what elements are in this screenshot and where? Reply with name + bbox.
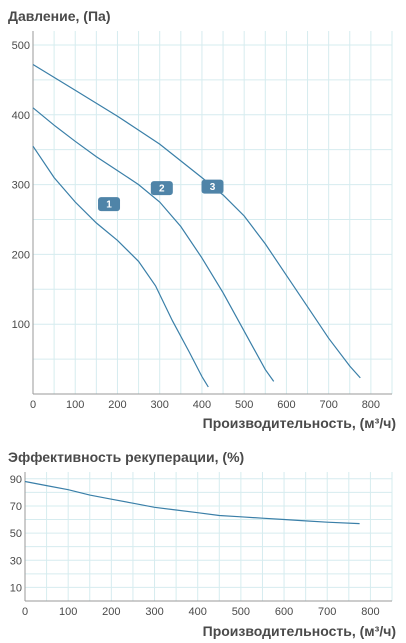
efficiency-x-tick-label: 400	[189, 606, 207, 618]
efficiency-x-tick-label: 300	[145, 606, 163, 618]
efficiency-chart-ticks: 0 100 200 300 400 500 600 700 800 10 30 50 70 90	[10, 474, 380, 618]
pressure-x-tick-label: 600	[277, 399, 295, 411]
pressure-x-tick-label: 500	[235, 399, 253, 411]
pressure-series-line-1	[32, 145, 209, 388]
efficiency-chart-xlabel: Производительность, (м³/ч)	[203, 623, 396, 639]
efficiency-x-tick-label: 800	[361, 606, 379, 618]
pressure-chart: Давление, (Па) 0 100 200 300 400 500 600 700 800…	[8, 8, 396, 431]
efficiency-x-tick-label: 500	[232, 606, 250, 618]
efficiency-y-tick-label: 70	[10, 501, 22, 513]
efficiency-x-tick-label: 700	[318, 606, 336, 618]
efficiency-y-tick-label: 30	[10, 555, 22, 567]
pressure-x-tick-label: 200	[108, 399, 126, 411]
efficiency-y-tick-label: 50	[10, 528, 22, 540]
pressure-chart-series	[32, 63, 361, 388]
pressure-chart-grid	[33, 31, 393, 394]
pressure-chart-title: Давление, (Па)	[8, 8, 110, 24]
pressure-series-line-2	[32, 107, 275, 382]
pressure-curve-badge	[150, 181, 173, 196]
efficiency-chart-grid	[25, 472, 393, 601]
pressure-x-tick-label: 300	[151, 399, 169, 411]
pressure-chart-xlabel: Производительность, (м³/ч)	[203, 415, 396, 431]
pressure-y-tick-label: 100	[12, 319, 30, 331]
pressure-x-tick-label: 0	[30, 399, 36, 411]
pressure-chart-curve-labels: 1 2 3	[98, 179, 224, 212]
efficiency-y-tick-label: 90	[10, 474, 22, 486]
pressure-chart-axes	[32, 31, 392, 395]
efficiency-x-tick-label: 600	[275, 606, 293, 618]
pressure-y-tick-label: 300	[12, 180, 30, 192]
pressure-curve-badge	[201, 179, 224, 194]
pressure-curve-badge-label: 1	[106, 200, 112, 211]
efficiency-chart-series	[24, 480, 360, 525]
efficiency-x-tick-label: 0	[22, 606, 28, 618]
pressure-curve-badge-label: 2	[159, 184, 165, 195]
pressure-x-tick-label: 800	[362, 399, 380, 411]
pressure-y-tick-label: 500	[12, 40, 30, 52]
pressure-chart-ticks: 0 100 200 300 400 500 600 700 800 100 200 300 400 500	[12, 40, 380, 411]
pressure-series-line-3	[32, 63, 361, 379]
efficiency-chart-title: Эффективность рекуперации, (%)	[8, 449, 244, 465]
pressure-x-tick-label: 700	[319, 399, 337, 411]
efficiency-chart-axes	[24, 472, 392, 602]
efficiency-x-tick-label: 100	[59, 606, 77, 618]
pressure-curve-badge-label: 3	[210, 182, 216, 193]
efficiency-chart: Эффективность рекуперации, (%) 0 100 200 30…	[8, 449, 396, 639]
pressure-x-tick-label: 100	[66, 399, 84, 411]
pressure-x-tick-label: 400	[193, 399, 211, 411]
pressure-y-tick-label: 400	[12, 110, 30, 122]
pressure-curve-badge	[98, 197, 121, 212]
efficiency-series-line-1	[24, 480, 360, 525]
efficiency-y-tick-label: 10	[10, 582, 22, 594]
efficiency-x-tick-label: 200	[102, 606, 120, 618]
pressure-y-tick-label: 200	[12, 249, 30, 261]
